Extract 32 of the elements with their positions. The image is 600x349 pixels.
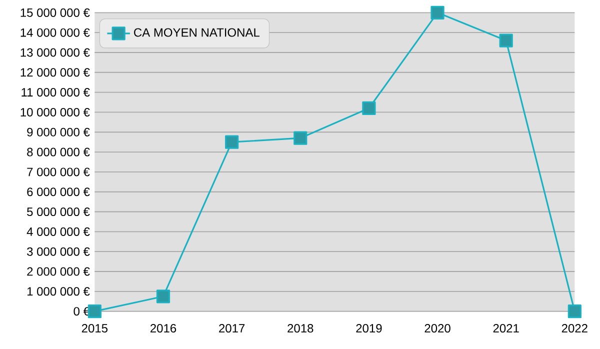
y-tick-label: 9 000 000 €	[27, 128, 90, 136]
x-tick-label: 2021	[493, 324, 519, 332]
point	[88, 304, 102, 318]
y-tick-label: 15 000 000 €	[20, 8, 90, 17]
legend-label: CA MOYEN NATIONAL	[134, 28, 260, 37]
y-tick-label: 1 000 000 €	[27, 287, 90, 296]
x-tick-label: 2020	[424, 324, 450, 332]
y-tick-label: 11 000 000 €	[22, 88, 90, 96]
y-tick-label: 3 000 000 €	[27, 247, 90, 256]
point	[362, 101, 376, 115]
y-tick-label: 7 000 000 €	[27, 168, 90, 176]
point	[499, 34, 513, 48]
y-tick-label: 4 000 000 €	[26, 227, 90, 236]
x-tick-label: 2018	[288, 324, 314, 332]
y-tick-label: 8 000 000 €	[27, 148, 90, 156]
y-tick-label: 12 000 000 €	[20, 68, 90, 76]
y-tick-label: 6 000 000 €	[27, 187, 90, 196]
y-tick-label: 2 000 000 €	[27, 267, 90, 276]
point	[568, 304, 582, 318]
x-tick-label: 2017	[219, 324, 245, 332]
y-tick-label: 10 000 000 €	[20, 108, 90, 116]
point	[294, 131, 308, 145]
x-tick-label: 2022	[562, 324, 588, 332]
point	[430, 6, 444, 20]
x-tick-label: 2015	[82, 324, 108, 332]
y-tick-label: 5 000 000 €	[27, 207, 90, 216]
point	[225, 135, 239, 149]
y-tick-label: 13 000 000 €	[20, 48, 90, 57]
point	[156, 289, 170, 304]
y-tick-label: 14 000 000 €	[20, 28, 90, 37]
x-tick-label: 2016	[150, 324, 176, 332]
x-tick-label: 2019	[356, 324, 382, 332]
